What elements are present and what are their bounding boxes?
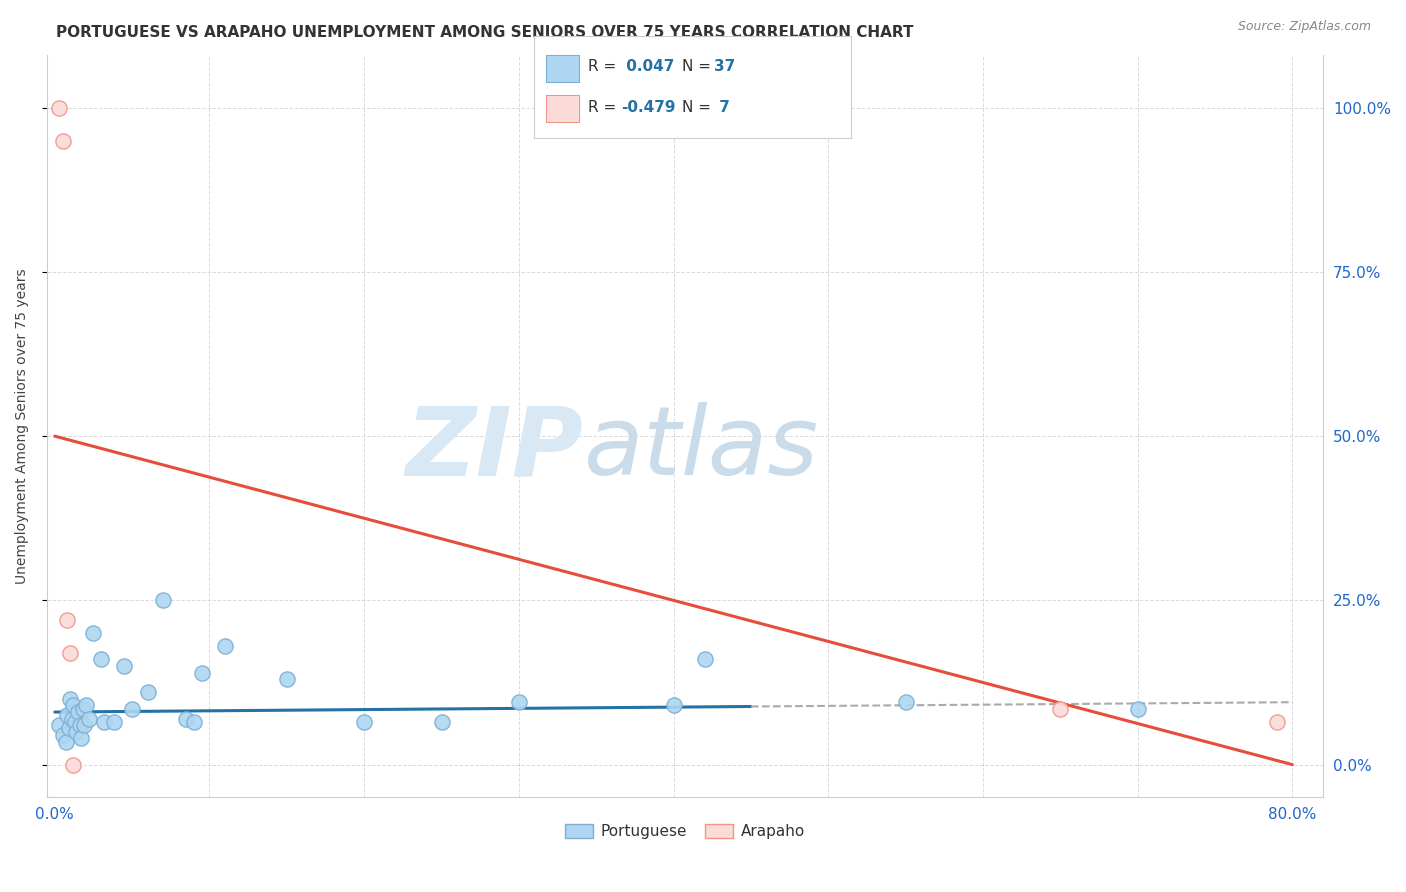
Point (1049, 702, 1071, 716)
Text: 37: 37 (714, 60, 735, 74)
Point (190, 665, 212, 680)
Point (75, 698, 97, 713)
Point (60, 712, 83, 726)
Point (62, 698, 84, 713)
Point (56, 613, 79, 627)
Point (136, 685, 159, 699)
Text: PORTUGUESE VS ARAPAHO UNEMPLOYMENT AMONG SENIORS OVER 75 YEARS CORRELATION CHART: PORTUGUESE VS ARAPAHO UNEMPLOYMENT AMONG… (56, 25, 914, 40)
Point (51, 728, 73, 742)
Point (93, 714, 115, 729)
Text: ZIP: ZIP (405, 402, 583, 495)
Text: Source: ZipAtlas.com: Source: ZipAtlas.com (1237, 20, 1371, 33)
Point (82, 626, 104, 640)
Point (66, 705, 89, 719)
Point (56, 708, 79, 723)
Point (70, 731, 93, 746)
Legend: Portuguese, Arapaho: Portuguese, Arapaho (560, 818, 811, 846)
Point (183, 714, 205, 729)
Point (894, 695, 917, 709)
Point (174, 712, 197, 726)
Point (152, 593, 174, 607)
Point (63, 714, 86, 729)
Point (276, 672, 298, 686)
Point (112, 659, 135, 673)
Point (58, 722, 80, 736)
Text: N =: N = (682, 101, 716, 115)
Point (62, 757, 84, 772)
Point (51, 134, 73, 148)
Point (508, 695, 530, 709)
Point (72, 702, 94, 716)
Text: R =: R = (588, 60, 621, 74)
Text: R =: R = (588, 101, 621, 115)
Point (1265, 714, 1288, 729)
Point (55, 734, 77, 748)
Text: -0.479: -0.479 (621, 101, 676, 115)
Point (1126, 702, 1149, 716)
Point (69, 718, 91, 732)
Point (59, 646, 82, 660)
Point (65, 724, 87, 739)
Point (353, 714, 375, 729)
Y-axis label: Unemployment Among Seniors over 75 years: Unemployment Among Seniors over 75 years (15, 268, 30, 584)
Point (90, 652, 112, 666)
Text: N =: N = (682, 60, 716, 74)
Point (48, 101, 70, 115)
Point (77, 712, 100, 726)
Point (662, 698, 685, 713)
Text: 7: 7 (714, 101, 730, 115)
Text: atlas: atlas (583, 402, 818, 495)
Point (48, 718, 70, 732)
Point (430, 714, 453, 729)
Point (59, 692, 82, 706)
Text: 0.047: 0.047 (621, 60, 675, 74)
Point (103, 714, 125, 729)
Point (214, 640, 236, 654)
Point (121, 702, 143, 716)
Point (73, 718, 96, 732)
Point (693, 652, 716, 666)
